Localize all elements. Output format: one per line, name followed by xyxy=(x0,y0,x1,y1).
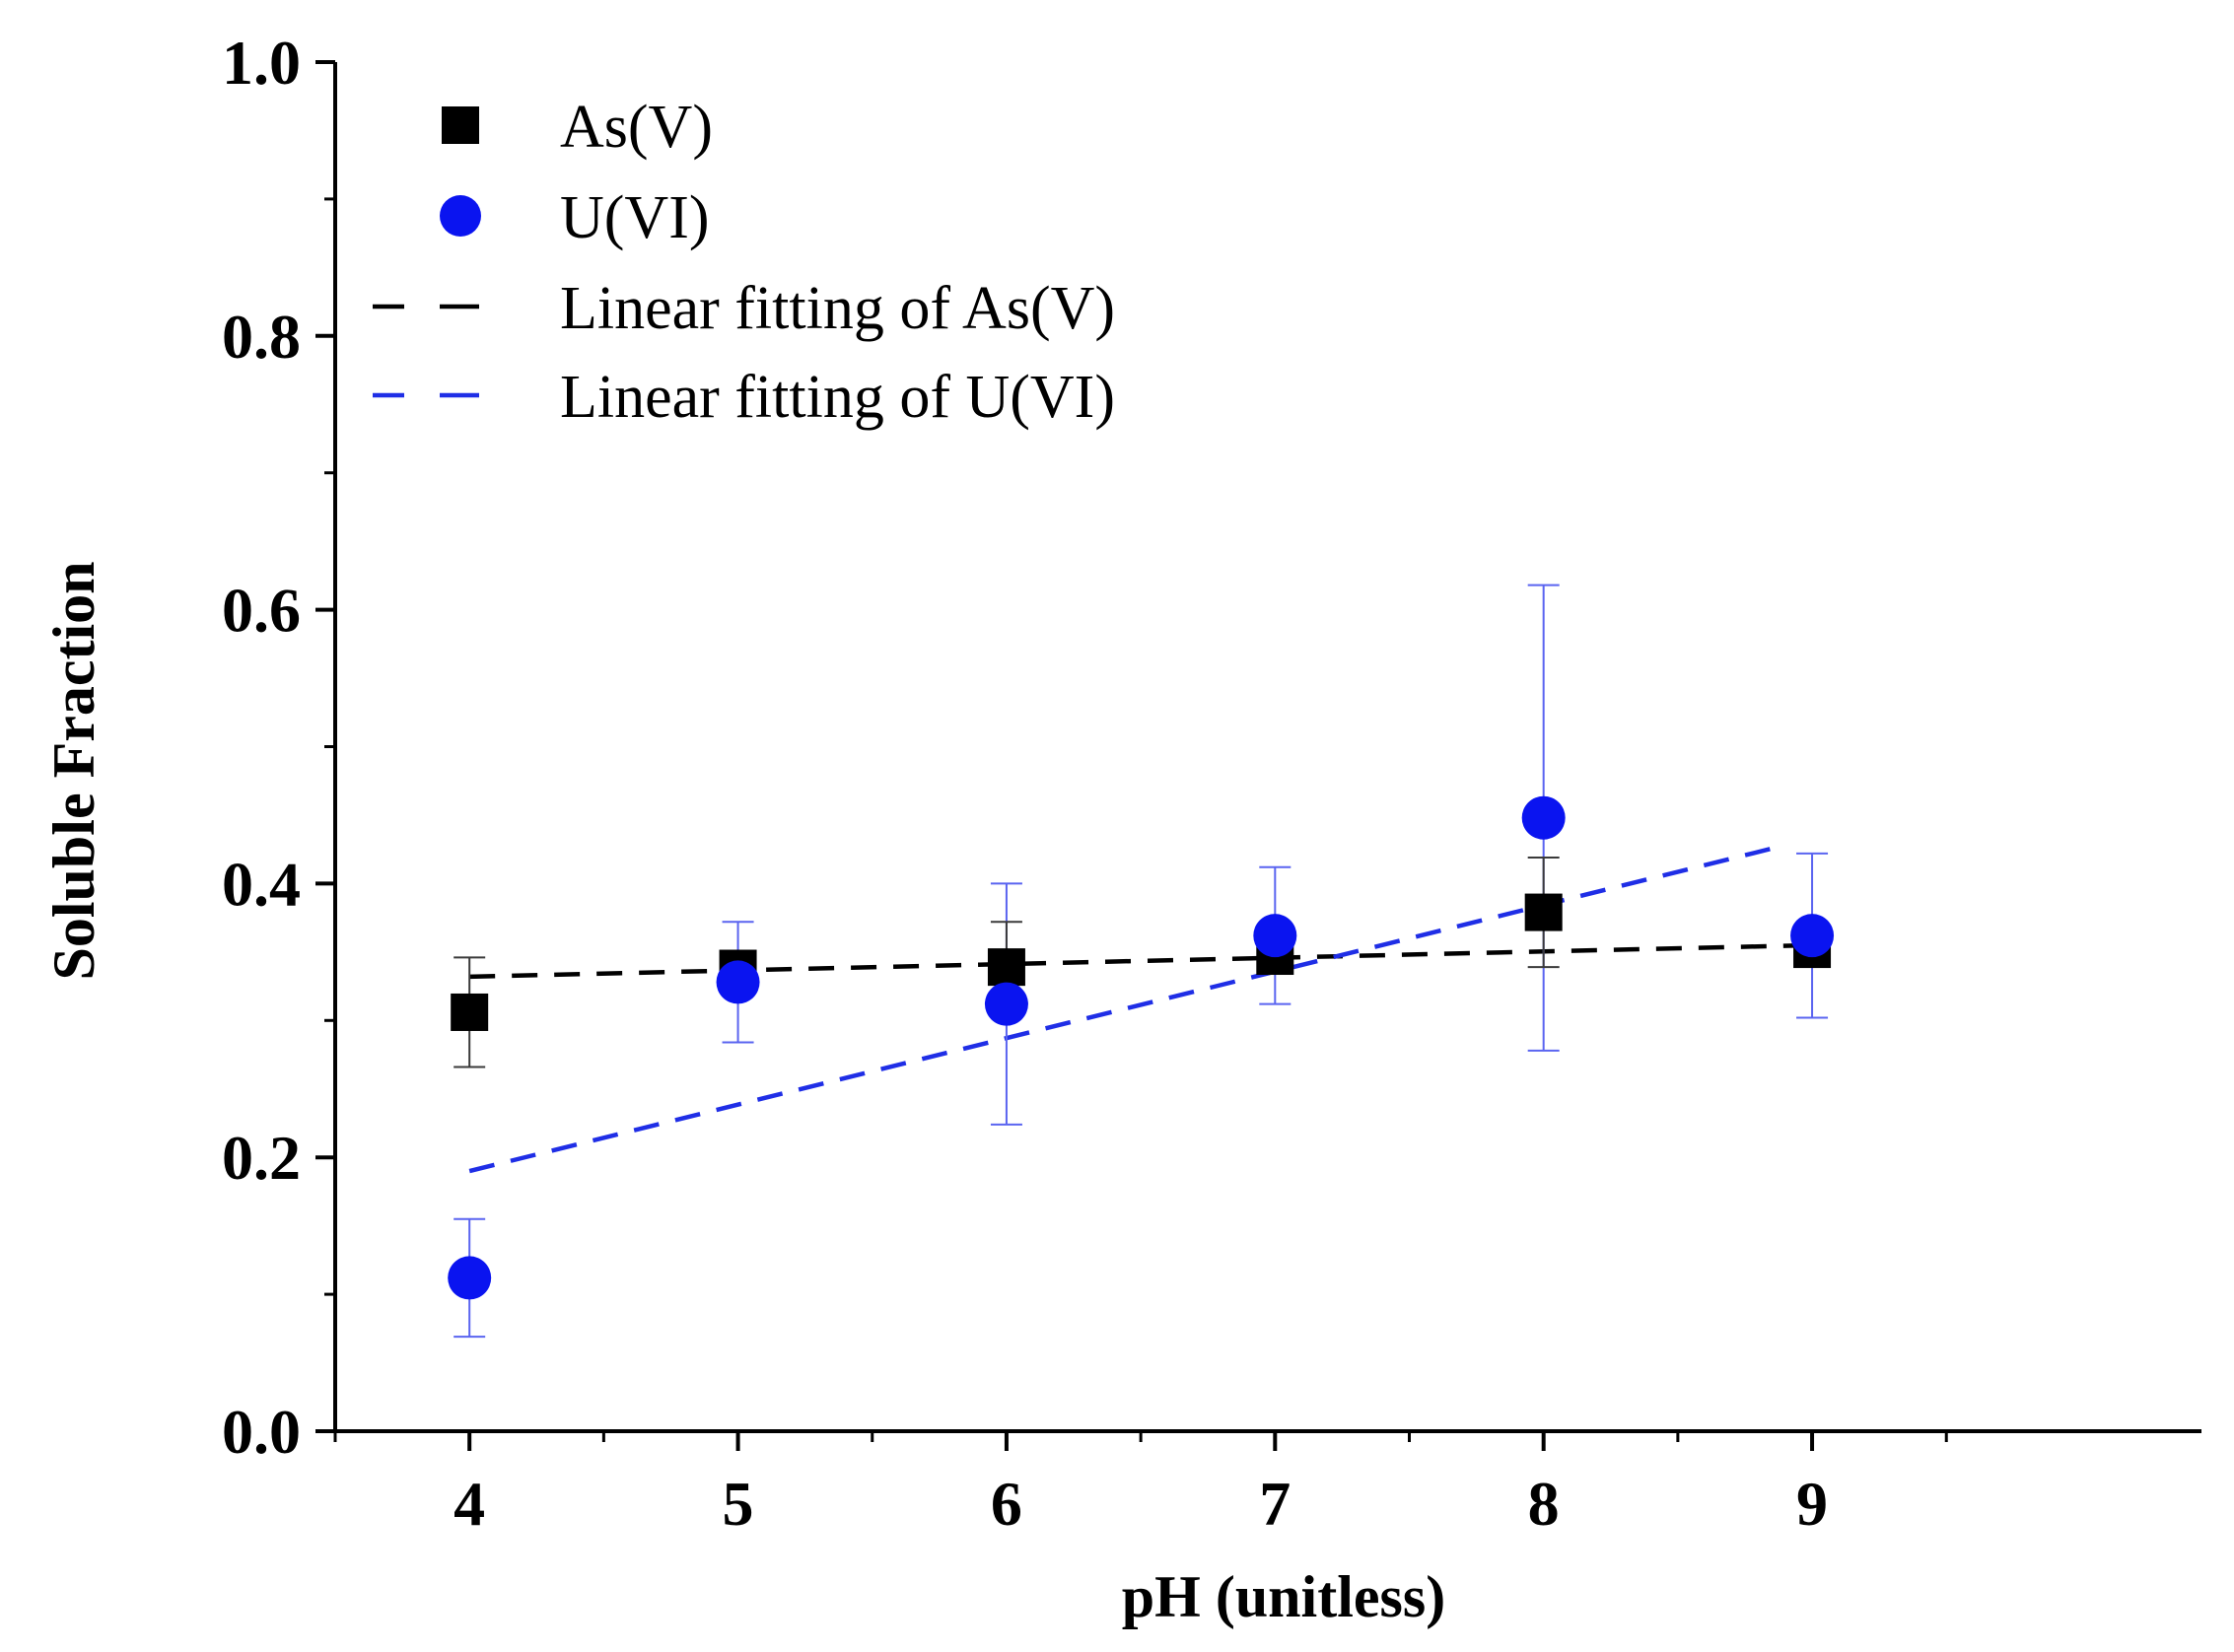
x-tick-label: 6 xyxy=(991,1469,1022,1539)
legend-square-icon xyxy=(442,106,479,144)
fit-lines xyxy=(468,843,1813,1174)
y-tick-label: 0.8 xyxy=(222,302,301,372)
u-vi-point xyxy=(716,960,760,1004)
legend-label: Linear fitting of As(V) xyxy=(560,275,1115,342)
legend: As(V) U(VI) Linear fitting of As(V) Linear … xyxy=(373,94,1115,431)
x-tick-label: 8 xyxy=(1528,1469,1560,1539)
legend-label: Linear fitting of U(VI) xyxy=(560,364,1115,431)
as-v-point xyxy=(451,993,489,1031)
x-axis-ticks: 4 5 6 7 8 9 xyxy=(333,1431,1948,1539)
u-vi-point xyxy=(1521,795,1566,840)
legend-circle-icon xyxy=(440,195,481,237)
legend-label: As(V) xyxy=(560,94,713,161)
y-axis-title: Soluble Fraction xyxy=(41,561,106,980)
u-vi-fit-line xyxy=(468,843,1786,1174)
x-tick-label: 7 xyxy=(1259,1469,1291,1539)
data-points xyxy=(448,795,1835,1300)
y-tick-label: 0.0 xyxy=(222,1397,301,1467)
x-tick-label: 4 xyxy=(454,1469,485,1539)
u-vi-point xyxy=(448,1256,492,1300)
y-tick-label: 1.0 xyxy=(222,28,301,98)
y-tick-label: 0.4 xyxy=(222,849,301,919)
u-vi-point xyxy=(1790,914,1835,958)
x-tick-label: 5 xyxy=(723,1469,754,1539)
x-axis-title: pH (unitless) xyxy=(1122,1564,1445,1629)
y-axis-ticks: 0.0 0.2 0.4 0.6 0.8 1.0 xyxy=(222,28,335,1467)
axes xyxy=(333,62,2201,1433)
as-v-point xyxy=(1524,893,1563,931)
x-tick-label: 9 xyxy=(1796,1469,1828,1539)
y-tick-label: 0.2 xyxy=(222,1123,301,1193)
y-tick-label: 0.6 xyxy=(222,576,301,646)
error-bars xyxy=(454,584,1829,1339)
u-vi-point xyxy=(1253,914,1297,958)
as-v-fit-line xyxy=(469,942,1813,980)
u-vi-point xyxy=(984,982,1028,1026)
legend-label: U(VI) xyxy=(560,184,710,251)
as-v-point xyxy=(987,948,1025,987)
